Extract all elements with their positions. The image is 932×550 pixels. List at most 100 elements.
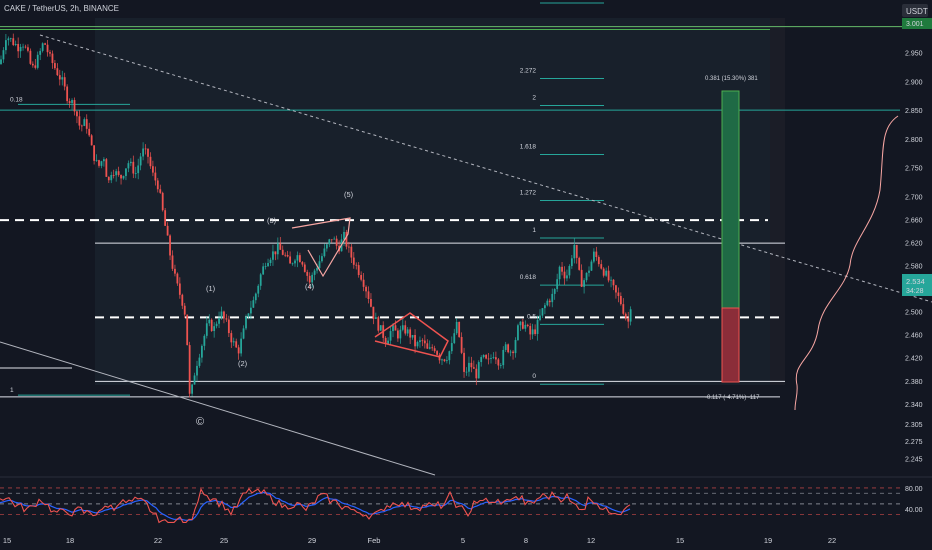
candle-body-173 bbox=[423, 340, 426, 344]
rsi-tick-0: 80.00 bbox=[905, 486, 923, 493]
descending-trendline[interactable] bbox=[39, 34, 932, 303]
support-trendline[interactable] bbox=[0, 341, 436, 476]
candle-body-150 bbox=[367, 291, 370, 299]
candle-body-16 bbox=[39, 50, 42, 55]
fib-label-6: 0.5 bbox=[527, 313, 536, 320]
left-fib-label-0: 0.18 bbox=[10, 96, 23, 103]
candle-body-133 bbox=[325, 244, 328, 249]
candle-body-56 bbox=[137, 165, 140, 174]
position-stop-zone[interactable] bbox=[721, 307, 740, 383]
candle-body-68 bbox=[166, 225, 169, 236]
candle-body-67 bbox=[164, 210, 167, 226]
candle-body-200 bbox=[490, 358, 492, 359]
candle-body-178 bbox=[436, 351, 438, 355]
candle-body-3 bbox=[7, 38, 10, 41]
price-tick-0: 2.950 bbox=[905, 51, 923, 58]
candle-body-65 bbox=[159, 189, 162, 193]
candle-body-241 bbox=[590, 261, 593, 271]
time-tick-7: 8 bbox=[524, 536, 528, 545]
candle-body-81 bbox=[198, 357, 201, 366]
candle-body-43 bbox=[105, 159, 108, 177]
symbol-label[interactable]: CAKE / TetherUS, 2h, BINANCE bbox=[4, 4, 119, 13]
candle-body-194 bbox=[475, 368, 478, 379]
candle-body-111 bbox=[272, 251, 274, 260]
price-tick-14: 2.340 bbox=[905, 402, 923, 409]
candle-body-41 bbox=[100, 161, 103, 166]
candle-body-219 bbox=[536, 320, 539, 334]
falling-wedge-pattern[interactable] bbox=[374, 312, 449, 358]
last-price-badge bbox=[902, 274, 932, 296]
candle-body-223 bbox=[546, 300, 549, 306]
candle-body-73 bbox=[178, 283, 181, 295]
candle-body-169 bbox=[414, 335, 416, 347]
candle-body-144 bbox=[352, 257, 355, 265]
time-tick-3: 25 bbox=[220, 536, 228, 545]
candle-body-171 bbox=[419, 340, 421, 343]
candle-body-32 bbox=[78, 116, 81, 126]
candle-body-6 bbox=[14, 43, 17, 45]
candle-body-23 bbox=[56, 68, 59, 76]
candle-body-207 bbox=[507, 344, 510, 353]
candle-body-154 bbox=[377, 317, 380, 331]
candle-body-210 bbox=[514, 340, 517, 354]
candle-body-116 bbox=[284, 254, 287, 256]
volume-profile-curve bbox=[794, 115, 899, 411]
candle-body-55 bbox=[134, 173, 137, 174]
price-tick-8: 2.580 bbox=[905, 264, 923, 271]
candle-body-252 bbox=[617, 292, 620, 296]
candle-body-63 bbox=[154, 172, 157, 181]
candle-body-141 bbox=[345, 231, 348, 247]
time-axis[interactable]: 15 18 22 25 29 Feb 5 8 12 15 19 22 bbox=[3, 536, 836, 545]
candle-body-11 bbox=[27, 47, 29, 51]
candle-body-162 bbox=[397, 330, 399, 339]
candle-body-153 bbox=[374, 317, 377, 319]
candle-body-49 bbox=[120, 174, 122, 179]
candle-body-184 bbox=[450, 343, 453, 352]
currency-badge[interactable] bbox=[902, 4, 928, 17]
candle-body-132 bbox=[323, 248, 326, 257]
candle-body-14 bbox=[34, 65, 37, 68]
candle-body-52 bbox=[127, 163, 130, 169]
candle-body-24 bbox=[58, 75, 61, 80]
candle-body-30 bbox=[73, 100, 76, 112]
candle-body-191 bbox=[468, 362, 470, 372]
candle-body-136 bbox=[333, 238, 336, 240]
price-tick-4: 2.750 bbox=[905, 166, 923, 173]
candle-body-158 bbox=[387, 340, 389, 344]
candle-body-15 bbox=[36, 54, 39, 68]
candle-body-87 bbox=[213, 326, 216, 332]
candle-body-4 bbox=[9, 38, 12, 40]
candle-body-45 bbox=[110, 174, 113, 181]
candle-body-13 bbox=[31, 63, 34, 66]
candle-body-166 bbox=[406, 329, 409, 334]
candle-body-255 bbox=[624, 313, 627, 319]
fib-label-1: 2 bbox=[532, 95, 536, 102]
candle-body-38 bbox=[93, 145, 95, 161]
candle-body-127 bbox=[311, 274, 314, 283]
candle-body-202 bbox=[495, 357, 497, 360]
rising-wedge-pattern[interactable] bbox=[291, 217, 351, 278]
wave-label-c: © bbox=[196, 416, 204, 428]
candle-body-93 bbox=[227, 319, 230, 334]
candle-body-78 bbox=[191, 384, 193, 394]
candle-body-221 bbox=[541, 308, 544, 316]
position-shade bbox=[770, 18, 785, 385]
candle-body-59 bbox=[144, 148, 147, 150]
candle-body-167 bbox=[409, 329, 412, 338]
candle-body-238 bbox=[583, 280, 585, 287]
candle-body-209 bbox=[512, 351, 514, 354]
candle-body-31 bbox=[76, 111, 78, 117]
position-target-zone[interactable] bbox=[721, 90, 740, 309]
price-tick-3: 2.800 bbox=[905, 137, 923, 144]
candle-body-247 bbox=[605, 270, 608, 276]
candle-body-48 bbox=[117, 171, 120, 175]
wave-label-3: (3) bbox=[267, 216, 277, 225]
candle-body-180 bbox=[441, 359, 443, 361]
currency-label[interactable]: USDT bbox=[906, 7, 928, 16]
candle-body-18 bbox=[44, 43, 46, 45]
candle-body-177 bbox=[433, 348, 436, 352]
candle-body-112 bbox=[274, 251, 277, 255]
candle-body-102 bbox=[250, 307, 252, 314]
time-tick-0: 15 bbox=[3, 536, 11, 545]
